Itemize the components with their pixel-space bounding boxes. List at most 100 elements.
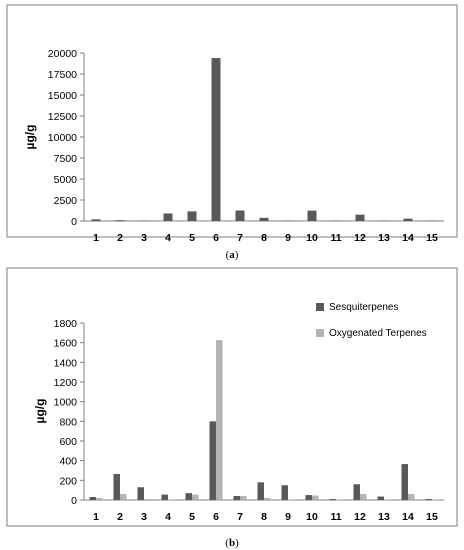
chart-b-y-tick-label: 1400 bbox=[54, 357, 78, 369]
chart-a-bar bbox=[139, 220, 149, 221]
chart-b-x-tick-label: 6 bbox=[213, 511, 219, 523]
chart-a-y-tick-label: 5000 bbox=[54, 174, 78, 186]
chart-a-bar bbox=[211, 58, 221, 221]
chart-b-y-tick-label: 0 bbox=[71, 495, 77, 507]
chart-a-x-tick-label: 7 bbox=[237, 232, 243, 244]
chart-b-bar bbox=[89, 497, 96, 500]
chart-a-bar bbox=[163, 213, 173, 221]
chart-a-bar bbox=[91, 219, 101, 221]
chart-b-x-tick-label: 12 bbox=[354, 511, 366, 523]
chart-b-y-tick-label: 600 bbox=[59, 436, 77, 448]
chart-a-bar bbox=[115, 220, 125, 221]
chart-a-y-tick-label: 12500 bbox=[48, 111, 77, 123]
chart-b-caption: (b) bbox=[225, 537, 239, 549]
chart-a-bar bbox=[307, 210, 317, 221]
chart-b-bar bbox=[161, 494, 168, 500]
chart-b-x-tick-label: 10 bbox=[306, 511, 318, 523]
chart-b-x-tick-label: 15 bbox=[426, 511, 438, 523]
chart-b-legend-swatch bbox=[316, 303, 324, 311]
chart-b-y-tick-label: 1000 bbox=[54, 397, 78, 409]
chart-b-bar bbox=[192, 494, 199, 500]
chart-a-y-tick-label: 20000 bbox=[48, 48, 77, 60]
chart-b-y-tick-label: 800 bbox=[59, 416, 77, 428]
chart-b-x-tick-label: 11 bbox=[330, 511, 341, 523]
chart-b-bar bbox=[216, 340, 223, 500]
chart-b-legend-swatch bbox=[316, 329, 324, 337]
chart-b-x-tick-label: 9 bbox=[285, 511, 291, 523]
chart-b-y-axis-label: µg/g bbox=[33, 399, 47, 424]
chart-b-bar bbox=[312, 495, 319, 500]
chart-a-y-tick-label: 0 bbox=[71, 216, 77, 228]
chart-a-caption-letter: a bbox=[229, 249, 235, 261]
chart-b-x-tick-label: 3 bbox=[141, 511, 147, 523]
chart-a-y-tick-label: 15000 bbox=[48, 90, 77, 102]
chart-b-x-tick-label: 1 bbox=[93, 511, 99, 523]
chart-b-bar bbox=[257, 482, 264, 500]
chart-a-bar bbox=[427, 220, 437, 221]
chart-b-bar bbox=[209, 421, 216, 500]
chart-b-x-tick-label: 14 bbox=[402, 511, 414, 523]
chart-b-bar bbox=[240, 496, 247, 500]
chart-a-y-tick-label: 10000 bbox=[48, 132, 77, 144]
chart-b-bar bbox=[120, 494, 127, 500]
chart-a: 0 2500 5000 7500 10000 12500 15000 17500 20000 µg… bbox=[23, 48, 444, 244]
chart-a-bar bbox=[235, 210, 245, 221]
chart-b-legend-label: Oxygenated Terpenes bbox=[329, 328, 427, 339]
chart-b-bar bbox=[144, 499, 151, 500]
chart-b-bar bbox=[360, 494, 367, 500]
panel-b-frame bbox=[6, 267, 458, 527]
chart-b-y-tick-label: 400 bbox=[59, 456, 77, 468]
chart-a-bar bbox=[259, 217, 269, 221]
chart-b-bar bbox=[233, 496, 240, 500]
chart-b-y-tick-label: 1600 bbox=[54, 338, 78, 350]
chart-b-bar bbox=[353, 484, 360, 500]
chart-a-x-tick-label: 8 bbox=[261, 232, 267, 244]
chart-b-x-tick-label: 13 bbox=[378, 511, 390, 523]
chart-a-x-tick-label: 12 bbox=[354, 232, 366, 244]
chart-a-x-tick-label: 4 bbox=[165, 232, 171, 244]
chart-a-y-tick-label: 2500 bbox=[54, 195, 78, 207]
chart-a-x-tick-label: 15 bbox=[426, 232, 438, 244]
chart-b-caption-letter: b bbox=[229, 537, 235, 549]
chart-a-y-axis-label: µg/g bbox=[23, 125, 37, 150]
chart-b-x-tick-label: 4 bbox=[165, 511, 171, 523]
chart-b-bar bbox=[281, 485, 288, 500]
chart-a-bar bbox=[283, 220, 293, 221]
chart-a-x-tick-label: 9 bbox=[285, 232, 291, 244]
chart-a-x-tick-label: 11 bbox=[330, 232, 341, 244]
chart-b-x-tick-label: 2 bbox=[117, 511, 123, 523]
chart-b-bar bbox=[305, 495, 312, 500]
chart-b-bar bbox=[329, 499, 336, 500]
chart-b-y-tick-label: 1200 bbox=[54, 377, 78, 389]
chart-b-bar bbox=[113, 473, 120, 500]
chart-b-bar bbox=[425, 499, 432, 500]
panel-a-frame bbox=[6, 4, 458, 238]
chart-b-bar bbox=[377, 496, 384, 500]
chart-a-caption: (a) bbox=[226, 249, 239, 261]
chart-b-x-tick-label: 5 bbox=[189, 511, 195, 523]
chart-a-bar bbox=[379, 220, 389, 221]
chart-b-bar bbox=[408, 494, 415, 500]
chart-a-x-tick-label: 10 bbox=[306, 232, 318, 244]
chart-a-x-tick-label: 5 bbox=[189, 232, 195, 244]
chart-a-bar bbox=[331, 220, 341, 221]
chart-a-x-tick-label: 2 bbox=[117, 232, 123, 244]
chart-b-x-tick-label: 7 bbox=[237, 511, 243, 523]
chart-a-x-tick-label: 14 bbox=[402, 232, 414, 244]
chart-b-legend-label: Sesquiterpenes bbox=[329, 302, 399, 313]
chart-a-x-tick-label: 1 bbox=[93, 232, 99, 244]
chart-b-bar bbox=[401, 464, 408, 500]
chart-b-x-tick-label: 8 bbox=[261, 511, 267, 523]
chart-b-bar bbox=[264, 498, 271, 500]
chart-a-bar bbox=[187, 211, 197, 221]
chart-a-y-tick-label: 17500 bbox=[48, 69, 77, 81]
chart-a-x-tick-label: 3 bbox=[141, 232, 147, 244]
chart-a-x-tick-label: 6 bbox=[213, 232, 219, 244]
chart-b-y-tick-label: 200 bbox=[59, 475, 77, 487]
chart-b-bar bbox=[185, 493, 192, 500]
chart-a-bar bbox=[403, 218, 413, 221]
chart-a-bar bbox=[355, 214, 365, 221]
chart-a-x-tick-label: 13 bbox=[378, 232, 390, 244]
